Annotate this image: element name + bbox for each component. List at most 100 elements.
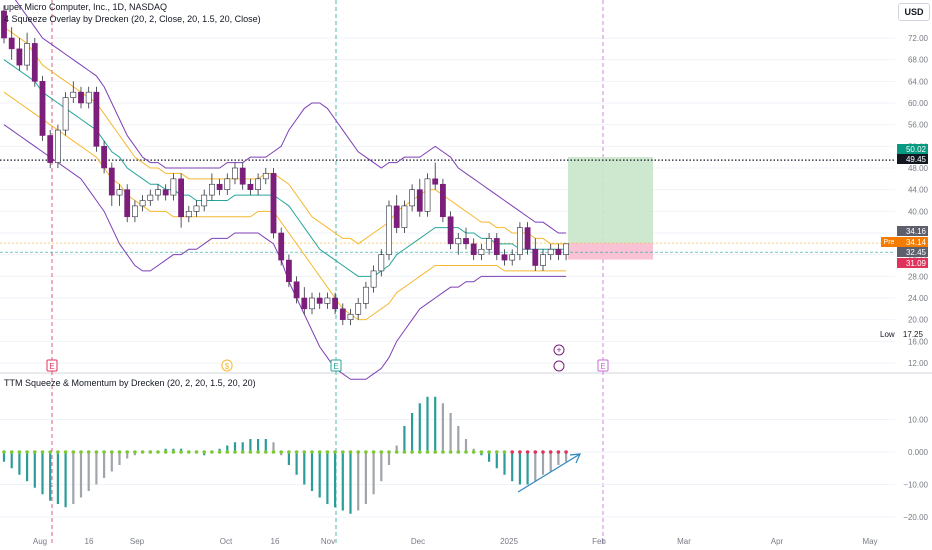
candle-body bbox=[424, 178, 431, 212]
candle bbox=[224, 173, 231, 196]
price-tick-label: 40.00 bbox=[908, 207, 929, 216]
candle-body bbox=[339, 308, 346, 320]
candle-body bbox=[370, 270, 377, 288]
candle-body bbox=[201, 194, 208, 207]
candle bbox=[185, 205, 192, 223]
time-axis-label: Dec bbox=[411, 537, 425, 546]
candle-body bbox=[393, 205, 400, 228]
candle bbox=[501, 249, 508, 266]
candle-body bbox=[470, 243, 477, 255]
candle-body bbox=[193, 205, 200, 212]
squeeze-dot bbox=[133, 450, 137, 454]
candle bbox=[132, 200, 138, 223]
candle bbox=[1, 5, 7, 44]
squeeze-dot bbox=[233, 450, 237, 454]
candle bbox=[486, 233, 492, 255]
candle-body bbox=[232, 167, 238, 180]
candle bbox=[147, 189, 154, 206]
squeeze-dot bbox=[317, 450, 322, 454]
candle-body bbox=[116, 189, 123, 196]
squeeze-dot bbox=[556, 450, 561, 454]
candle bbox=[416, 178, 423, 217]
squeeze-dot bbox=[371, 450, 376, 454]
candle-body bbox=[185, 211, 192, 218]
event-marker-box bbox=[46, 359, 58, 372]
squeeze-dot bbox=[271, 450, 276, 454]
candle-body bbox=[16, 48, 23, 66]
candle-body bbox=[78, 91, 84, 104]
time-axis-label: 16 bbox=[85, 537, 94, 546]
event-marker-label: + bbox=[556, 345, 561, 355]
event-marker-circle bbox=[553, 344, 565, 356]
candle bbox=[370, 265, 377, 293]
squeeze-dot bbox=[40, 450, 45, 454]
candle bbox=[178, 173, 184, 228]
candle bbox=[463, 227, 469, 250]
trend-arrow-line bbox=[517, 453, 581, 493]
candle-body bbox=[493, 238, 500, 255]
squeeze-dot bbox=[287, 450, 291, 454]
candle bbox=[216, 178, 223, 196]
candle-body bbox=[439, 183, 446, 218]
candle bbox=[324, 292, 331, 309]
squeeze-dot bbox=[456, 450, 461, 454]
candle-body bbox=[347, 313, 354, 320]
close-price-tag: 32.45 bbox=[897, 247, 928, 257]
time-axis-label: Mar bbox=[677, 537, 691, 546]
candle bbox=[309, 292, 315, 315]
candle-body bbox=[24, 43, 30, 66]
currency-button[interactable]: USD bbox=[898, 3, 930, 21]
squeeze-dot bbox=[194, 450, 199, 454]
candle-body bbox=[547, 248, 554, 255]
time-axis-label: Aug bbox=[33, 537, 47, 546]
candle-body bbox=[386, 205, 392, 255]
squeeze-dot bbox=[564, 450, 568, 454]
candle bbox=[424, 173, 431, 217]
candle bbox=[47, 130, 54, 168]
squeeze-dot bbox=[479, 450, 484, 454]
symbol-title: uper Micro Computer, Inc., 1D, NASDAQ bbox=[4, 2, 168, 12]
candle bbox=[78, 86, 84, 109]
event-marker-label: $ bbox=[225, 362, 230, 371]
price-tick-label: 44.00 bbox=[908, 186, 929, 195]
squeeze-dot bbox=[525, 450, 530, 454]
squeeze-dot bbox=[210, 450, 214, 454]
candle bbox=[162, 184, 169, 201]
candle-body bbox=[155, 189, 161, 196]
candle bbox=[201, 189, 208, 212]
event-marker-label: E bbox=[333, 362, 338, 371]
candle-body bbox=[316, 297, 323, 304]
candle-body bbox=[270, 173, 277, 234]
candle bbox=[455, 233, 462, 255]
candle bbox=[70, 81, 77, 103]
time-axis-label: Apr bbox=[771, 537, 784, 546]
squeeze-dot bbox=[102, 450, 106, 454]
squeeze-dot bbox=[495, 450, 499, 454]
squeeze-dot bbox=[471, 450, 476, 454]
time-axis-label: Sep bbox=[130, 537, 145, 546]
squeeze-dot bbox=[310, 450, 314, 454]
entry-price-tag: 34.16 bbox=[897, 226, 928, 236]
bollinger-lower-band bbox=[3, 124, 567, 380]
squeeze-dot bbox=[240, 450, 245, 454]
candle bbox=[8, 27, 15, 60]
candle-body bbox=[162, 189, 169, 196]
price-tick-label: 64.00 bbox=[908, 77, 929, 86]
overlay-indicator-title[interactable]: 4 Squeeze Overlay by Drecken (20, 2, Clo… bbox=[4, 14, 261, 24]
candle bbox=[262, 168, 269, 185]
squeeze-dot bbox=[325, 450, 330, 454]
candle bbox=[401, 200, 408, 233]
candle-body bbox=[432, 178, 439, 185]
momentum-indicator-title[interactable]: TTM Squeeze & Momentum by Drecken (20, 2… bbox=[4, 378, 256, 388]
squeeze-dot bbox=[86, 450, 91, 454]
candle bbox=[316, 292, 323, 309]
squeeze-dot bbox=[71, 450, 76, 454]
target-price-tag: 50.02 bbox=[897, 144, 928, 154]
candle bbox=[209, 173, 215, 201]
price-tick-label: 48.00 bbox=[908, 164, 929, 173]
event-marker: E bbox=[597, 359, 609, 372]
candle-body bbox=[324, 297, 331, 304]
candle-body bbox=[524, 227, 531, 250]
squeeze-dot bbox=[302, 450, 307, 454]
